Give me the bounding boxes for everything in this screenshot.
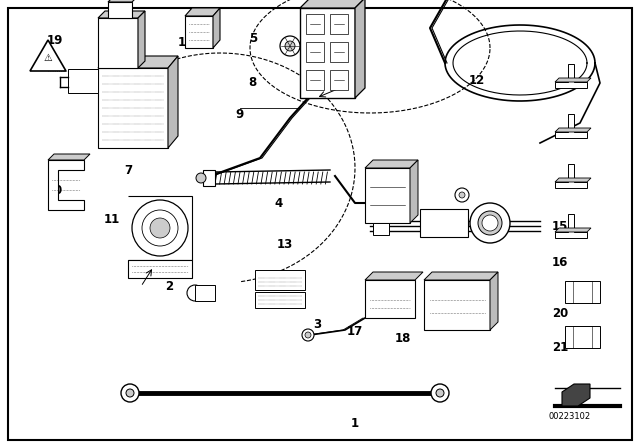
Polygon shape [108, 0, 138, 2]
Polygon shape [30, 40, 66, 71]
Polygon shape [555, 78, 591, 82]
Text: 12: 12 [468, 74, 485, 87]
Text: 3: 3 [313, 318, 321, 332]
Polygon shape [365, 160, 418, 168]
Circle shape [431, 384, 449, 402]
Polygon shape [330, 70, 348, 90]
Text: 8: 8 [249, 76, 257, 90]
Polygon shape [555, 214, 587, 238]
Text: 9: 9 [236, 108, 244, 121]
Polygon shape [565, 326, 600, 348]
Text: ⚠: ⚠ [44, 53, 52, 63]
Polygon shape [300, 0, 365, 8]
Polygon shape [98, 56, 178, 68]
Polygon shape [168, 56, 178, 148]
Circle shape [459, 192, 465, 198]
Polygon shape [195, 285, 215, 301]
Polygon shape [213, 8, 220, 48]
Circle shape [470, 203, 510, 243]
Polygon shape [330, 42, 348, 62]
Polygon shape [555, 228, 591, 232]
Circle shape [150, 218, 170, 238]
Polygon shape [424, 272, 498, 280]
Polygon shape [306, 14, 324, 34]
Polygon shape [185, 16, 213, 48]
Text: 4: 4 [275, 197, 282, 211]
Text: 17: 17 [347, 325, 364, 338]
Text: 6: 6 [124, 130, 132, 143]
Polygon shape [300, 8, 355, 98]
Polygon shape [98, 68, 168, 148]
Polygon shape [48, 154, 90, 160]
Text: 16: 16 [552, 255, 568, 269]
Polygon shape [410, 160, 418, 223]
Polygon shape [128, 260, 192, 278]
Text: 1: 1 [351, 417, 359, 430]
Polygon shape [48, 160, 84, 210]
Polygon shape [306, 70, 324, 90]
Polygon shape [203, 170, 215, 186]
Text: 11: 11 [104, 213, 120, 226]
Text: 19: 19 [46, 34, 63, 47]
Circle shape [436, 389, 444, 397]
Circle shape [126, 389, 134, 397]
Circle shape [482, 215, 498, 231]
Polygon shape [108, 2, 132, 18]
Polygon shape [562, 384, 590, 406]
Circle shape [305, 332, 311, 338]
Circle shape [285, 41, 295, 51]
Polygon shape [255, 270, 305, 290]
Circle shape [142, 210, 178, 246]
Text: 2: 2 [166, 280, 173, 293]
Polygon shape [490, 272, 498, 330]
Polygon shape [98, 18, 138, 68]
Text: 21: 21 [552, 340, 568, 354]
Text: 15: 15 [552, 220, 568, 233]
Circle shape [187, 285, 203, 301]
Circle shape [121, 384, 139, 402]
Polygon shape [555, 178, 591, 182]
Text: 14: 14 [177, 36, 194, 49]
Polygon shape [138, 11, 145, 68]
Circle shape [478, 211, 502, 235]
Text: 20: 20 [552, 307, 568, 320]
Polygon shape [255, 292, 305, 308]
Circle shape [132, 200, 188, 256]
Polygon shape [555, 164, 587, 188]
Circle shape [196, 173, 206, 183]
Text: 5: 5 [249, 31, 257, 45]
Polygon shape [68, 69, 98, 93]
Polygon shape [185, 8, 220, 16]
Polygon shape [365, 280, 415, 318]
Polygon shape [555, 128, 591, 132]
Polygon shape [365, 272, 423, 280]
Polygon shape [420, 209, 468, 237]
Polygon shape [330, 14, 348, 34]
Text: 13: 13 [276, 237, 293, 251]
Polygon shape [355, 0, 365, 98]
Circle shape [280, 36, 300, 56]
Polygon shape [555, 114, 587, 138]
Text: 10: 10 [46, 184, 63, 197]
Polygon shape [306, 42, 324, 62]
Circle shape [302, 329, 314, 341]
Polygon shape [565, 281, 600, 303]
Circle shape [455, 188, 469, 202]
Polygon shape [98, 11, 145, 18]
Polygon shape [424, 280, 490, 330]
Polygon shape [365, 168, 410, 223]
Text: 00223102: 00223102 [549, 412, 591, 421]
Text: 7: 7 [124, 164, 132, 177]
Polygon shape [555, 64, 587, 88]
Polygon shape [373, 223, 389, 235]
Text: 18: 18 [395, 332, 412, 345]
